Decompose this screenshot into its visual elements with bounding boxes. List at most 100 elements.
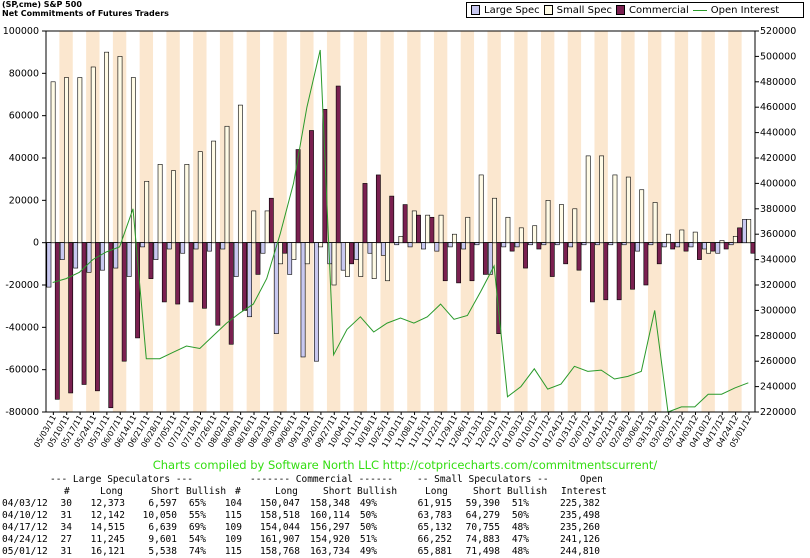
commercial-bar [135, 242, 140, 339]
row-count: 109 [224, 534, 242, 545]
col-open-interest: Interest [561, 486, 607, 497]
row-open-interest: 225,382 [559, 498, 600, 509]
group-commercial: ------- Commercial ------ [250, 474, 393, 485]
right-axis-tick-label: 420000 [760, 153, 796, 164]
row-long: 16,121 [90, 546, 125, 557]
row-open-interest: 235,498 [559, 510, 600, 521]
row-bullish: 55% [188, 510, 206, 521]
group-small-spec: -- Small Speculators -- [417, 474, 549, 485]
table-row: 04/24/12 27 11,245 9,601 54% 109 161,907 154,92… [0, 534, 810, 546]
right-axis-tick-label: 340000 [760, 255, 796, 266]
period-band [380, 31, 394, 412]
row-long: 14,515 [90, 522, 125, 533]
row-short: 154,920 [309, 534, 350, 545]
row-long: 158,768 [259, 546, 300, 557]
small-spec-bar [184, 164, 190, 243]
commercial-bar [188, 242, 194, 303]
row-count: 31 [60, 546, 72, 557]
left-axis-tick-label: -60000 [5, 365, 39, 376]
small-spec-bar [291, 242, 297, 260]
commercial-bar [161, 242, 167, 303]
large-spec-bar [594, 242, 600, 246]
legend-label: Open Interest [710, 4, 780, 16]
small-spec-bar [318, 242, 324, 248]
chart-subtitle: Net Commitments of Futures Traders [2, 9, 169, 18]
commercial-bar [656, 242, 662, 265]
small-spec-bar [532, 225, 538, 243]
row-bullish: 50% [359, 522, 377, 533]
row-bullish: 49% [359, 546, 377, 557]
small-spec-swatch-icon [543, 5, 553, 15]
commercial-bar [175, 242, 181, 305]
left-axis-tick-label: 0 [33, 238, 39, 249]
commercial-bar [255, 242, 261, 275]
commercial-bar [416, 214, 421, 243]
large-spec-bar [86, 242, 92, 273]
large-spec-bar [287, 242, 293, 275]
large-spec-bar [608, 242, 614, 246]
small-spec-bar [358, 242, 364, 277]
row-bullish: 50% [359, 510, 377, 521]
right-axis-tick-label: 480000 [760, 77, 796, 88]
large-spec-bar [701, 242, 707, 250]
row-open-interest: 244,810 [559, 546, 600, 557]
small-spec-bar [612, 174, 618, 243]
small-spec-bar [706, 242, 711, 254]
row-open-interest: 241,126 [559, 534, 600, 545]
commercial-bar [589, 242, 595, 303]
commercial-bar [469, 242, 475, 282]
commercial-bar [456, 242, 462, 284]
row-count: 115 [224, 510, 242, 521]
commercial-bar [309, 130, 314, 243]
small-spec-bar [197, 151, 203, 243]
commercial-bar [389, 195, 395, 243]
group-open: Open [580, 474, 603, 485]
commercial-bar [429, 216, 435, 243]
commercial-bar [68, 242, 74, 394]
col-bullish-small: Bullish [507, 486, 548, 497]
commercial-bar [710, 242, 716, 252]
row-long: 12,142 [90, 510, 125, 521]
small-spec-bar [237, 104, 243, 243]
small-spec-bar [666, 233, 671, 243]
table-column-header-row: # Long Short Bullish # Long Short Bullis… [0, 486, 810, 498]
small-spec-bar [452, 233, 457, 243]
row-bullish: 48% [511, 522, 529, 533]
row-short: 70,755 [465, 522, 500, 533]
small-spec-bar [679, 229, 685, 243]
small-spec-bar [130, 77, 136, 243]
large-spec-bar [541, 242, 547, 246]
small-spec-bar [211, 140, 217, 243]
row-short: 158,348 [309, 498, 350, 509]
row-long: 154,044 [259, 522, 300, 533]
col-long-comm: Long [275, 486, 298, 497]
commercial-bar [630, 242, 635, 290]
col-num: # [64, 486, 70, 497]
commercial-bar [563, 242, 569, 265]
small-spec-bar [465, 216, 471, 243]
large-spec-bar [153, 242, 159, 260]
commercial-bar [108, 242, 114, 409]
row-count: 27 [60, 534, 72, 545]
period-band [701, 31, 715, 412]
small-spec-bar [371, 242, 377, 279]
row-short: 59,390 [465, 498, 500, 509]
large-spec-bar [247, 242, 252, 318]
small-spec-bar [572, 208, 578, 243]
large-spec-bar [487, 242, 493, 275]
col-long: Long [100, 486, 123, 497]
small-spec-bar [585, 155, 591, 243]
large-spec-bar [220, 242, 226, 250]
row-short: 6,597 [148, 498, 177, 509]
period-band [728, 31, 742, 412]
commercial-bar [121, 242, 127, 362]
row-short: 64,279 [465, 510, 500, 521]
row-bullish: 69% [188, 522, 206, 533]
table-body: 04/03/12 30 12,373 6,597 65% 104 150,047 158,34… [0, 498, 810, 558]
col-short-small: Short [473, 486, 502, 497]
legend-item-commercial: Commercial [615, 5, 689, 16]
large-spec-bar [528, 242, 533, 246]
left-axis-tick-label: 60000 [9, 111, 39, 122]
row-long: 65,881 [417, 546, 452, 557]
right-axis-tick-label: 460000 [760, 102, 796, 113]
